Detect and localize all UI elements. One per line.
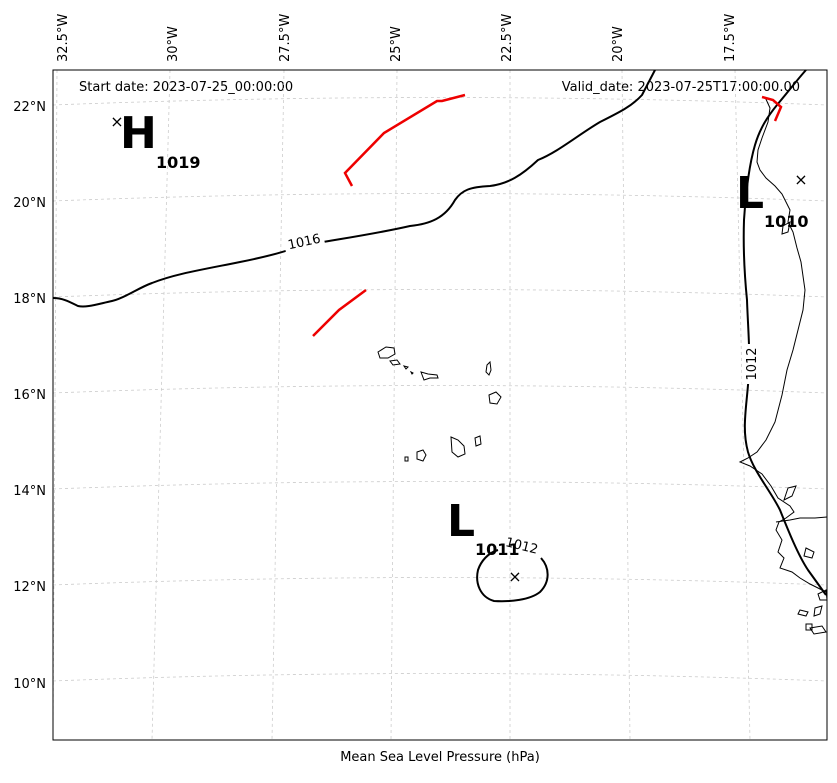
lon-label: 25°W <box>389 26 404 62</box>
graticule <box>52 69 828 741</box>
low-center-south: × L 1011 <box>447 496 522 586</box>
island <box>377 346 396 359</box>
island <box>389 359 401 366</box>
africa-coast-detail <box>805 623 813 631</box>
front-north <box>343 93 466 187</box>
lon-label: 20°W <box>611 26 626 62</box>
parallel-16n <box>52 385 828 394</box>
lon-label: 22.5°W <box>500 14 515 62</box>
meridian-27-5w <box>271 69 285 741</box>
africa-coast-detail <box>809 625 827 635</box>
valid-date-label: Valid_date: 2023-07-25T17:00:00.00 <box>562 80 800 95</box>
meridian-32-5w <box>52 69 58 741</box>
island <box>420 371 439 381</box>
map-frame <box>52 69 828 741</box>
lat-label: 16°N <box>13 388 46 403</box>
front-east <box>761 95 783 122</box>
lon-label: 32.5°W <box>56 14 71 62</box>
africa-coast-detail <box>803 547 815 559</box>
parallel-12n <box>52 577 828 586</box>
contour-label-mask <box>500 531 544 559</box>
lat-label: 14°N <box>13 484 46 499</box>
center-marker: × <box>110 112 123 131</box>
contour-label-mask <box>742 344 760 384</box>
isobars <box>52 69 827 603</box>
fronts <box>312 93 783 337</box>
island <box>488 391 502 405</box>
low-center-east: × L 1010 <box>736 168 809 231</box>
low-value: 1010 <box>764 212 809 231</box>
isobar-1012-east <box>742 69 827 596</box>
low-value: 1011 <box>475 540 520 559</box>
high-center: × H 1019 <box>110 108 200 172</box>
meridian-30w <box>151 69 171 741</box>
longitude-labels: 32.5°W 30°W 27.5°W 25°W 22.5°W 20°W 17.5… <box>56 14 738 62</box>
high-value: 1019 <box>156 153 201 172</box>
parallel-22n <box>52 97 828 106</box>
island <box>474 435 482 447</box>
start-date-label: Start date: 2023-07-25_00:00:00 <box>79 80 293 95</box>
lat-label: 18°N <box>13 292 46 307</box>
latitude-labels: 22°N 20°N 18°N 16°N 14°N 12°N 10°N <box>13 100 46 692</box>
africa-coast-detail <box>781 221 791 235</box>
island <box>409 370 414 375</box>
parallel-14n <box>52 481 828 490</box>
isobar-1012-south <box>476 549 549 603</box>
africa-coast-detail <box>783 485 797 501</box>
lat-label: 12°N <box>13 580 46 595</box>
lat-label: 22°N <box>13 100 46 115</box>
parallel-10n <box>52 673 828 682</box>
island <box>402 365 409 370</box>
contour-label: 1016 <box>287 232 322 254</box>
low-symbol: L <box>736 168 764 219</box>
island <box>404 456 409 462</box>
high-symbol: H <box>120 108 157 159</box>
front-mid <box>312 288 367 337</box>
lon-label: 30°W <box>166 26 181 62</box>
map-caption: Mean Sea Level Pressure (hPa) <box>340 750 540 765</box>
lat-label: 20°N <box>13 196 46 211</box>
meridian-20w <box>621 69 631 741</box>
contour-label: 1012 <box>745 347 760 380</box>
africa-coast <box>738 96 827 593</box>
parallel-20n <box>52 193 828 202</box>
meridian-25w <box>390 69 398 741</box>
coastline <box>738 96 828 635</box>
isobar-1016 <box>52 69 656 308</box>
low-symbol: L <box>447 496 475 547</box>
africa-coast-detail <box>797 609 809 617</box>
parallel-18n <box>52 289 828 298</box>
contour-label-mask <box>282 228 326 254</box>
lat-label: 10°N <box>13 677 46 692</box>
center-marker: × <box>508 567 521 586</box>
africa-coast-detail <box>813 605 823 617</box>
island <box>485 360 492 376</box>
lon-label: 17.5°W <box>723 14 738 62</box>
center-marker: × <box>794 170 807 189</box>
meridian-17-5w <box>734 69 751 741</box>
cape-verde-islands <box>377 346 502 462</box>
lon-label: 27.5°W <box>278 14 293 62</box>
island <box>450 436 466 458</box>
island <box>416 449 427 462</box>
